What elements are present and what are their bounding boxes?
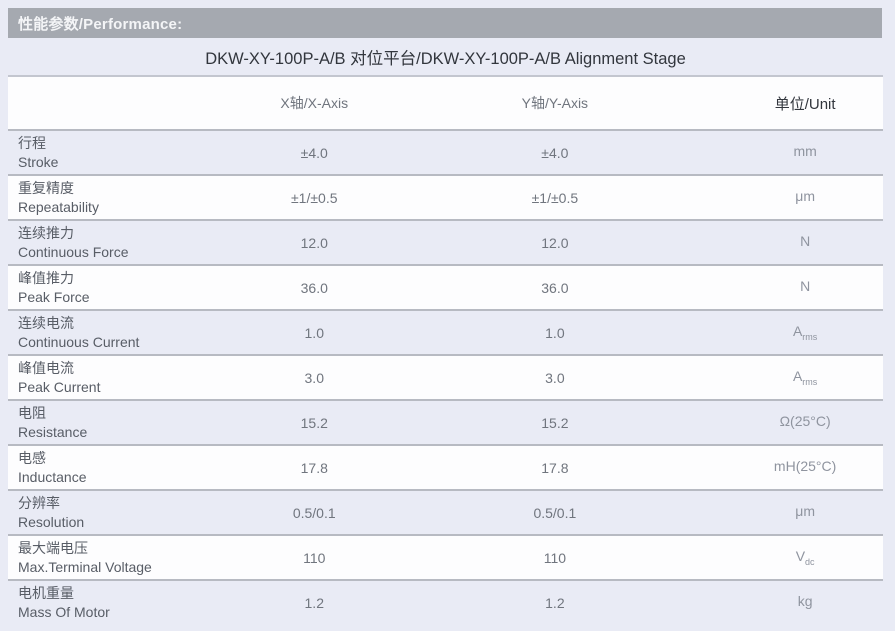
unit-value: mm xyxy=(793,143,817,160)
x-axis-value: ±1/±0.5 xyxy=(290,189,338,206)
table-row-continuous-current: 连续电流 Continuous Current 1.0 1.0 Arms xyxy=(8,311,883,356)
table-row-resistance: 电阻 Resistance 15.2 15.2 Ω(25°C) xyxy=(8,401,883,446)
table-row-mass-of-motor: 电机重量 Mass Of Motor 1.2 1.2 kg xyxy=(8,581,883,624)
unit-value: N xyxy=(800,233,811,250)
param-name: 峰值电流 Peak Current xyxy=(8,359,218,397)
param-name: 电感 Inductance xyxy=(8,449,218,487)
y-axis-value: 110 xyxy=(543,549,567,566)
unit-value: N xyxy=(800,278,811,295)
table-row-resolution: 分辨率 Resolution 0.5/0.1 0.5/0.1 μm xyxy=(8,491,883,536)
unit-value: μm xyxy=(795,503,815,520)
param-name: 分辨率 Resolution xyxy=(8,494,218,532)
param-name-zh: 电机重量 xyxy=(18,584,74,601)
x-axis-value: 36.0 xyxy=(300,279,328,296)
param-name-en: Repeatability xyxy=(18,198,99,215)
param-name-zh: 峰值推力 xyxy=(18,269,74,286)
param-name: 峰值推力 Peak Force xyxy=(8,269,218,307)
table-row-inductance: 电感 Inductance 17.8 17.8 mH(25°C) xyxy=(8,446,883,491)
unit-value: Arms xyxy=(792,368,818,387)
param-name: 电机重量 Mass Of Motor xyxy=(8,584,218,622)
x-axis-value: 1.2 xyxy=(304,594,324,611)
param-name-en: Resolution xyxy=(18,513,85,530)
param-name: 连续电流 Continuous Current xyxy=(8,314,218,352)
param-name-en: Peak Force xyxy=(18,288,90,305)
unit-value: Vdc xyxy=(795,548,815,567)
table-row-stroke: 行程 Stroke ±4.0 ±4.0 mm xyxy=(8,131,883,176)
unit-value: kg xyxy=(797,593,813,610)
y-axis-value: 36.0 xyxy=(541,279,569,296)
param-name-zh: 电感 xyxy=(18,449,46,466)
table-header-row: X轴/X-Axis Y轴/Y-Axis 单位/Unit xyxy=(8,77,883,131)
param-name: 行程 Stroke xyxy=(8,134,218,172)
col-header-x-axis: X轴/X-Axis xyxy=(280,95,349,111)
param-name: 连续推力 Continuous Force xyxy=(8,224,218,262)
unit-value: Ω(25°C) xyxy=(779,413,831,430)
param-name-zh: 连续推力 xyxy=(18,224,74,241)
param-name-zh: 峰值电流 xyxy=(18,359,74,376)
y-axis-value: 3.0 xyxy=(545,369,565,386)
param-name-en: Peak Current xyxy=(18,378,101,395)
param-name-en: Stroke xyxy=(18,153,59,170)
section-title: 性能参数/Performance: xyxy=(18,15,183,33)
table-row-max-terminal-voltage: 最大端电压 Max.Terminal Voltage 110 110 Vdc xyxy=(8,536,883,581)
performance-table: X轴/X-Axis Y轴/Y-Axis 单位/Unit 行程 Stroke ±4… xyxy=(8,77,883,624)
param-name-en: Resistance xyxy=(18,423,88,440)
param-name-zh: 连续电流 xyxy=(18,314,74,331)
param-name-zh: 行程 xyxy=(18,134,46,151)
param-name-en: Inductance xyxy=(18,468,87,485)
table-body: 行程 Stroke ±4.0 ±4.0 mm 重复精度 Repeatabilit… xyxy=(8,131,883,624)
x-axis-value: 3.0 xyxy=(304,369,324,386)
param-name-en: Continuous Current xyxy=(18,333,140,350)
table-row-peak-force: 峰值推力 Peak Force 36.0 36.0 N xyxy=(8,266,883,311)
x-axis-value: 110 xyxy=(303,549,326,566)
x-axis-value: 1.0 xyxy=(304,324,324,341)
unit-value: mH(25°C) xyxy=(773,458,837,475)
col-header-unit: 单位/Unit xyxy=(774,95,836,113)
col-header-y-axis: Y轴/Y-Axis xyxy=(521,95,589,111)
y-axis-value: 1.2 xyxy=(545,594,565,611)
y-axis-value: ±4.0 xyxy=(541,144,569,161)
unit-value: Arms xyxy=(792,323,818,342)
unit-value: μm xyxy=(795,188,815,205)
param-name-zh: 分辨率 xyxy=(18,494,60,511)
param-name-zh: 最大端电压 xyxy=(18,539,88,556)
x-axis-value: 17.8 xyxy=(300,459,328,476)
table-row-repeatability: 重复精度 Repeatability ±1/±0.5 ±1/±0.5 μm xyxy=(8,176,883,221)
y-axis-value: 0.5/0.1 xyxy=(533,504,577,521)
section-header-bar: 性能参数/Performance: xyxy=(8,8,882,38)
x-axis-value: ±4.0 xyxy=(300,144,328,161)
param-name-zh: 电阻 xyxy=(18,404,46,421)
y-axis-value: ±1/±0.5 xyxy=(531,189,579,206)
param-name: 最大端电压 Max.Terminal Voltage xyxy=(8,539,218,577)
x-axis-value: 12.0 xyxy=(300,234,328,251)
table-row-continuous-force: 连续推力 Continuous Force 12.0 12.0 N xyxy=(8,221,883,266)
table-row-peak-current: 峰值电流 Peak Current 3.0 3.0 Arms xyxy=(8,356,883,401)
y-axis-value: 15.2 xyxy=(541,414,569,431)
param-name: 重复精度 Repeatability xyxy=(8,179,218,217)
y-axis-value: 12.0 xyxy=(541,234,569,251)
y-axis-value: 1.0 xyxy=(545,324,565,341)
param-name-en: Max.Terminal Voltage xyxy=(18,558,152,575)
param-name: 电阻 Resistance xyxy=(8,404,218,442)
param-name-en: Mass Of Motor xyxy=(18,603,110,620)
y-axis-value: 17.8 xyxy=(541,459,569,476)
param-name-zh: 重复精度 xyxy=(18,179,74,196)
x-axis-value: 15.2 xyxy=(300,414,328,431)
param-name-en: Continuous Force xyxy=(18,243,129,260)
table-title: DKW-XY-100P-A/B 对位平台/DKW-XY-100P-A/B Ali… xyxy=(8,38,883,77)
x-axis-value: 0.5/0.1 xyxy=(292,504,336,521)
